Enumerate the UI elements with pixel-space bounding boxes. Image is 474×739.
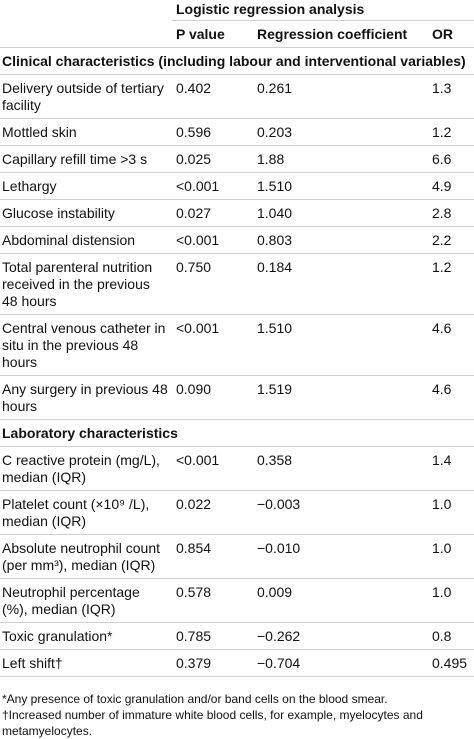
odds-ratio: 1.3 [430, 74, 474, 119]
p-value: 0.022 [172, 490, 255, 535]
data-row: Platelet count (×10⁹ /L), median (IQR) 0.… [0, 490, 474, 535]
data-row: Central venous catheter in situ in the p… [0, 314, 474, 376]
row-label: Delivery outside of tertiary facility [0, 74, 172, 119]
p-value: <0.001 [172, 314, 255, 376]
row-label: Left shift† [0, 649, 172, 677]
section-row: Laboratory characteristics [0, 419, 474, 447]
p-value: 0.854 [172, 534, 255, 579]
column-header: Regression coefficient [255, 20, 430, 48]
coefficient: −0.003 [255, 490, 430, 535]
coefficient: 1.040 [255, 199, 430, 227]
row-label: Capillary refill time >3 s [0, 145, 172, 173]
odds-ratio: 4.9 [430, 172, 474, 200]
odds-ratio: 1.2 [430, 118, 474, 146]
column-header: OR [430, 20, 474, 48]
data-row: Left shift† 0.379 −0.704 0.495 [0, 649, 474, 677]
data-row: Glucose instability 0.027 1.040 2.8 [0, 199, 474, 227]
odds-ratio: 4.6 [430, 314, 474, 376]
data-row: C reactive protein (mg/L), median (IQR) <… [0, 446, 474, 491]
data-row: Total parenteral nutrition received in t… [0, 253, 474, 315]
coefficient: −0.704 [255, 649, 430, 677]
row-label: Abdominal distension [0, 226, 172, 254]
p-value: 0.379 [172, 649, 255, 677]
coefficient: 0.184 [255, 253, 430, 315]
p-value: 0.402 [172, 74, 255, 119]
data-row: Any surgery in previous 48 hours 0.090 1.5… [0, 375, 474, 420]
row-label: Any surgery in previous 48 hours [0, 375, 172, 420]
group-header: Logistic regression analysis [172, 0, 474, 21]
table-body: Clinical characteristics (including labo… [0, 47, 474, 677]
row-label: Total parenteral nutrition received in t… [0, 253, 172, 315]
data-row: Delivery outside of tertiary facility 0.4… [0, 74, 474, 119]
results-table: Logistic regression analysis P value Reg… [0, 0, 474, 677]
p-value: 0.785 [172, 622, 255, 650]
header-row: Logistic regression analysis [0, 0, 474, 21]
coefficient: 0.203 [255, 118, 430, 146]
data-row: Neutrophil percentage (%), median (IQR) 0… [0, 578, 474, 623]
data-row: Abdominal distension <0.001 0.803 2.2 [0, 226, 474, 254]
odds-ratio: 1.0 [430, 534, 474, 579]
empty-cell [0, 20, 172, 48]
coefficient: 1.510 [255, 172, 430, 200]
odds-ratio: 1.0 [430, 490, 474, 535]
data-row: Absolute neutrophil count (per mm³), med… [0, 534, 474, 579]
p-value: 0.090 [172, 375, 255, 420]
column-header: P value [172, 20, 255, 48]
odds-ratio: 2.8 [430, 199, 474, 227]
footnotes: *Any presence of toxic granulation and/o… [0, 677, 474, 739]
p-value: <0.001 [172, 226, 255, 254]
p-value: 0.596 [172, 118, 255, 146]
footnote: *Any presence of toxic granulation and/o… [2, 692, 388, 706]
row-label: Neutrophil percentage (%), median (IQR) [0, 578, 172, 623]
coefficient: 0.261 [255, 74, 430, 119]
row-label: Central venous catheter in situ in the p… [0, 314, 172, 376]
odds-ratio: 1.2 [430, 253, 474, 315]
data-row: Mottled skin 0.596 0.203 1.2 [0, 118, 474, 146]
odds-ratio: 2.2 [430, 226, 474, 254]
row-label: Glucose instability [0, 199, 172, 227]
p-value: 0.750 [172, 253, 255, 315]
row-label: Mottled skin [0, 118, 172, 146]
odds-ratio: 1.0 [430, 578, 474, 623]
coefficient: 0.803 [255, 226, 430, 254]
coefficient: −0.262 [255, 622, 430, 650]
odds-ratio: 4.6 [430, 375, 474, 420]
odds-ratio: 0.8 [430, 622, 474, 650]
coefficient: 0.009 [255, 578, 430, 623]
data-row: Capillary refill time >3 s 0.025 1.88 6.6 [0, 145, 474, 173]
p-value: <0.001 [172, 172, 255, 200]
data-row: Lethargy <0.001 1.510 4.9 [0, 172, 474, 200]
coefficient: 1.519 [255, 375, 430, 420]
data-row: Toxic granulation* 0.785 −0.262 0.8 [0, 622, 474, 650]
odds-ratio: 1.4 [430, 446, 474, 491]
row-label: C reactive protein (mg/L), median (IQR) [0, 446, 172, 491]
p-value: <0.001 [172, 446, 255, 491]
section-title: Clinical characteristics (including labo… [0, 47, 474, 75]
p-value: 0.027 [172, 199, 255, 227]
p-value: 0.578 [172, 578, 255, 623]
row-label: Platelet count (×10⁹ /L), median (IQR) [0, 490, 172, 535]
header-row: P value Regression coefficient OR [0, 20, 474, 48]
section-title: Laboratory characteristics [0, 419, 474, 447]
p-value: 0.025 [172, 145, 255, 173]
coefficient: −0.010 [255, 534, 430, 579]
row-label: Absolute neutrophil count (per mm³), med… [0, 534, 172, 579]
section-row: Clinical characteristics (including labo… [0, 47, 474, 75]
odds-ratio: 0.495 [430, 649, 474, 677]
odds-ratio: 6.6 [430, 145, 474, 173]
row-label: Toxic granulation* [0, 622, 172, 650]
coefficient: 1.88 [255, 145, 430, 173]
footnote: †Increased number of immature white bloo… [2, 708, 423, 738]
empty-cell [0, 0, 172, 21]
coefficient: 1.510 [255, 314, 430, 376]
row-label: Lethargy [0, 172, 172, 200]
coefficient: 0.358 [255, 446, 430, 491]
